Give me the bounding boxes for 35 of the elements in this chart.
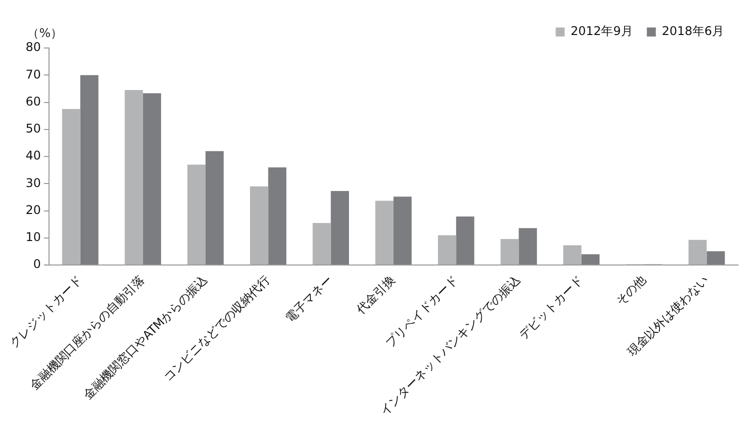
bar bbox=[250, 186, 268, 265]
bar bbox=[375, 200, 394, 265]
bar bbox=[518, 228, 537, 265]
bar bbox=[124, 90, 143, 265]
x-tick-label: 電子マネー bbox=[282, 272, 336, 325]
y-tick-label: 30 bbox=[26, 176, 41, 190]
bar bbox=[581, 254, 600, 265]
legend-label: 2012年9月 bbox=[570, 24, 633, 38]
y-axis-title: （%） bbox=[27, 26, 63, 40]
y-tick-label: 0 bbox=[33, 257, 41, 272]
y-tick-label: 50 bbox=[26, 122, 41, 136]
y-tick-label: 40 bbox=[26, 148, 41, 163]
bar bbox=[438, 235, 456, 265]
y-tick-label: 80 bbox=[26, 40, 41, 54]
bar bbox=[500, 239, 519, 265]
bar bbox=[312, 223, 331, 265]
y-tick-label: 20 bbox=[26, 202, 41, 217]
x-tick-label: その他 bbox=[613, 272, 648, 308]
y-tick-label: 60 bbox=[26, 94, 41, 108]
bar bbox=[706, 251, 725, 265]
bar bbox=[80, 75, 98, 265]
bar bbox=[688, 240, 707, 265]
x-tick-label: 代金引換 bbox=[353, 272, 398, 318]
bar bbox=[393, 196, 412, 265]
bar bbox=[563, 245, 582, 265]
bar bbox=[330, 190, 349, 265]
bar bbox=[187, 164, 206, 265]
bar bbox=[206, 151, 224, 265]
legend-label: 2018年6月 bbox=[662, 24, 724, 38]
bar bbox=[456, 216, 474, 265]
y-tick-label: 70 bbox=[26, 67, 41, 82]
y-tick-label: 10 bbox=[26, 230, 41, 244]
bar bbox=[142, 93, 162, 265]
bar bbox=[62, 109, 80, 265]
bar bbox=[268, 167, 286, 265]
